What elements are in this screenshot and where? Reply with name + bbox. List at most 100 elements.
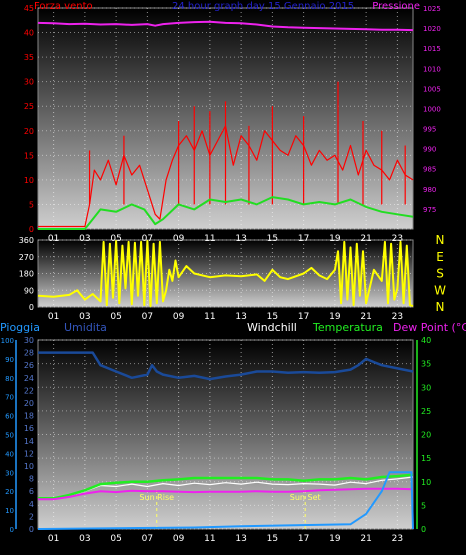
x-tick-label: 11 <box>204 534 215 544</box>
humidity-tick-label: 8 <box>29 475 34 484</box>
x-tick-label: 19 <box>329 234 341 244</box>
y-tick-label: 10 <box>24 176 34 185</box>
humidity-tick-label: 16 <box>24 424 34 433</box>
y-tick-label: 0 <box>29 225 34 234</box>
x-tick-label: 01 <box>48 534 59 544</box>
compass-label: W <box>434 283 446 297</box>
x-tick-label: 03 <box>79 234 90 244</box>
y-tick-label-right: 5 <box>421 501 426 510</box>
rain-tick-label: 70 <box>5 394 14 402</box>
sun-marker-label: Sun Rise <box>139 493 174 502</box>
humidity-tick-label: 20 <box>24 399 34 408</box>
x-tick-label: 05 <box>110 534 121 544</box>
y-tick-label: 5 <box>29 200 34 209</box>
temperature-series <box>38 473 414 500</box>
y-tick-label-right: 975 <box>423 206 436 214</box>
pressure-series <box>37 20 414 32</box>
humidity-tick-label: 30 <box>24 336 34 345</box>
x-tick-label: 07 <box>142 312 153 322</box>
y-tick-label: 25 <box>24 102 34 111</box>
y-tick-label-right: 0 <box>421 525 426 534</box>
y-tick-label-right: 30 <box>421 383 431 392</box>
humidity-series <box>38 351 414 381</box>
x-tick-label: 21 <box>360 234 371 244</box>
rain-tick-label: 60 <box>5 413 14 421</box>
legend-label: Temperatura <box>312 321 383 334</box>
y-tick-label-right: 25 <box>421 407 431 416</box>
x-tick-label: 19 <box>329 312 341 322</box>
x-tick-label: 03 <box>79 312 90 322</box>
y-tick-label-right: 1015 <box>423 45 441 53</box>
y-tick-label-right: 1020 <box>423 25 441 33</box>
x-tick-label: 05 <box>110 312 121 322</box>
humidity-tick-label: 14 <box>24 437 34 446</box>
x-tick-label: 17 <box>298 234 309 244</box>
y-tick-label-right: 1005 <box>423 85 441 93</box>
rain-tick-label: 30 <box>5 469 14 477</box>
x-tick-label: 01 <box>48 234 59 244</box>
y-tick-label: 40 <box>24 29 34 38</box>
y-tick-label-right: 1010 <box>423 65 441 73</box>
plot-area-3 <box>38 340 413 529</box>
x-tick-label: 21 <box>360 534 371 544</box>
legend-label: Dew Point (°C) <box>393 321 466 334</box>
x-tick-label: 23 <box>392 534 403 544</box>
y-tick-label-right: 35 <box>421 360 431 369</box>
y-tick-label-right: 10 <box>421 478 431 487</box>
y-tick-label-right: 995 <box>423 126 436 134</box>
x-tick-label: 13 <box>235 534 246 544</box>
avg-wind-series <box>38 196 414 230</box>
humidity-tick-label: 22 <box>24 386 34 395</box>
humidity-tick-label: 6 <box>29 487 34 496</box>
direction-series <box>37 239 414 308</box>
x-tick-label: 17 <box>298 534 309 544</box>
y-tick-label-right: 985 <box>423 166 436 174</box>
x-tick-label: 07 <box>142 234 153 244</box>
y-tick-label-right: 15 <box>421 454 431 463</box>
rain-tick-label: 20 <box>5 488 14 496</box>
windchill-series <box>38 476 414 499</box>
compass-label: N <box>436 300 445 314</box>
x-tick-label: 11 <box>204 312 215 322</box>
humidity-tick-label: 12 <box>24 449 34 458</box>
sun-marker-label: Sun Set <box>290 493 321 502</box>
rain-tick-label: 50 <box>5 432 14 440</box>
y-tick-label: 20 <box>24 127 34 136</box>
wind-series <box>38 125 414 228</box>
x-tick-label: 05 <box>110 234 121 244</box>
x-tick-label: 17 <box>298 312 309 322</box>
plot-frame-3 <box>37 339 414 530</box>
y-tick-label: 90 <box>24 286 34 295</box>
y-tick-label-right: 1000 <box>423 105 441 113</box>
left-axis-title: Forza vento <box>34 1 93 12</box>
x-tick-label: 09 <box>173 534 185 544</box>
y-tick-label: 45 <box>24 4 34 13</box>
rain-tick-label: 80 <box>5 375 14 383</box>
rain-tick-label: 100 <box>1 337 14 345</box>
y-tick-label: 15 <box>24 151 34 160</box>
legend-label: Umidita <box>64 321 107 334</box>
y-tick-label-right: 990 <box>423 146 436 154</box>
compass-label: S <box>436 267 444 281</box>
dewpoint-series <box>38 487 414 501</box>
humidity-tick-label: 24 <box>24 374 34 383</box>
y-tick-label: 270 <box>19 253 34 262</box>
y-tick-label: 180 <box>19 270 34 279</box>
legend-label: Windchill <box>247 321 297 334</box>
x-tick-label: 15 <box>267 534 278 544</box>
humidity-tick-label: 2 <box>29 512 34 521</box>
x-tick-label: 15 <box>267 312 278 322</box>
humidity-tick-label: 26 <box>24 361 34 370</box>
y-tick-label: 30 <box>24 78 34 87</box>
plot-frame-1 <box>37 7 414 230</box>
legend-label: Pioggia <box>0 321 40 334</box>
compass-label: E <box>436 250 444 264</box>
x-tick-label: 23 <box>392 312 403 322</box>
rain-tick-label: 10 <box>5 507 14 515</box>
x-tick-label: 23 <box>392 234 403 244</box>
rain-tick-label: 40 <box>5 450 14 458</box>
rain-series <box>38 471 414 530</box>
x-tick-label: 19 <box>329 534 341 544</box>
humidity-tick-label: 10 <box>24 462 34 471</box>
